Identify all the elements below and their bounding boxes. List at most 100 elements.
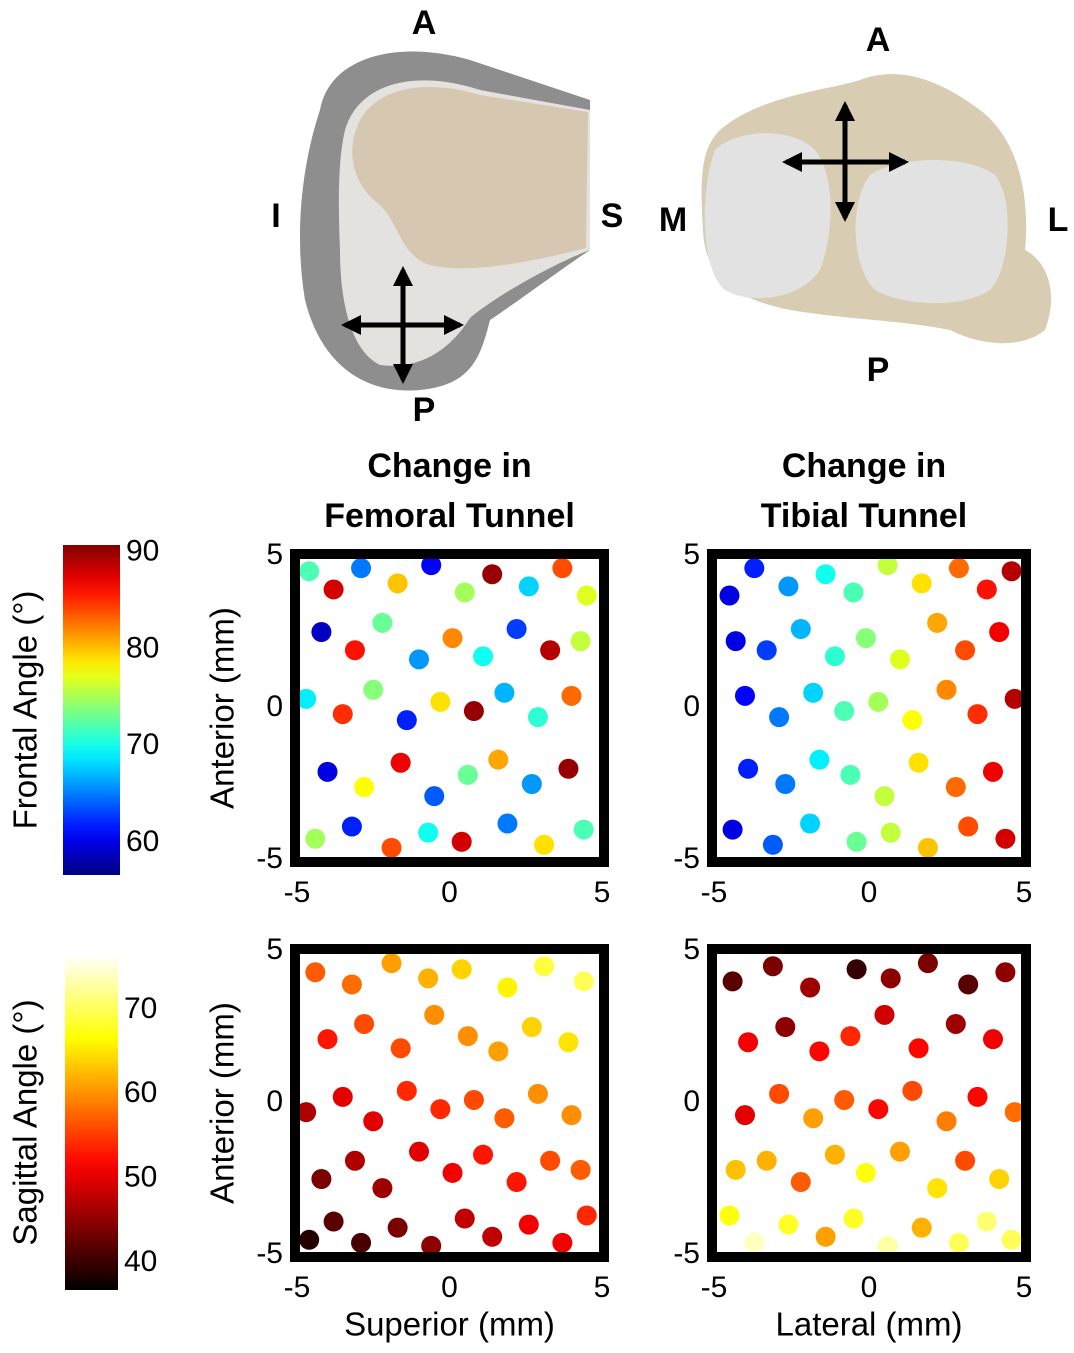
points xyxy=(719,556,1024,858)
point xyxy=(738,1032,759,1053)
point xyxy=(775,1017,796,1037)
point xyxy=(967,1086,988,1107)
x-tick-label: -5 xyxy=(284,1271,311,1304)
point xyxy=(457,1026,478,1047)
y-axis-label: Anterior (mm) xyxy=(204,607,241,809)
point xyxy=(576,585,597,606)
colorbar xyxy=(63,545,120,875)
point xyxy=(418,968,439,989)
point xyxy=(297,1102,317,1123)
point xyxy=(911,1217,932,1238)
point xyxy=(902,710,923,731)
point xyxy=(815,1226,836,1247)
point xyxy=(843,582,864,603)
point xyxy=(868,1099,889,1120)
colorbar-tick-label: 60 xyxy=(124,1076,157,1109)
point xyxy=(735,1105,755,1126)
point xyxy=(824,1144,845,1165)
point xyxy=(976,579,997,600)
point xyxy=(497,813,518,834)
point xyxy=(834,1089,855,1110)
point xyxy=(911,573,932,594)
y-tick-label: 0 xyxy=(683,1085,700,1118)
point xyxy=(722,971,743,992)
point xyxy=(540,640,561,661)
point xyxy=(762,834,783,855)
point xyxy=(877,1235,898,1255)
x-tick-label: 0 xyxy=(861,876,878,909)
points xyxy=(297,953,597,1255)
point xyxy=(390,752,411,773)
y-tick-label: -5 xyxy=(256,1237,283,1270)
point xyxy=(341,974,362,995)
point xyxy=(790,618,811,639)
point xyxy=(902,1080,923,1101)
point xyxy=(534,956,555,977)
point xyxy=(945,1013,966,1034)
point xyxy=(989,622,1010,642)
point xyxy=(790,1172,811,1193)
point xyxy=(558,1032,579,1053)
point xyxy=(756,1150,777,1171)
colorbar-tick-label: 90 xyxy=(126,535,159,568)
point xyxy=(824,646,845,667)
point xyxy=(995,962,1016,983)
point xyxy=(868,691,889,712)
point xyxy=(396,1080,417,1101)
point xyxy=(518,576,539,597)
point xyxy=(778,576,799,597)
point xyxy=(381,837,402,858)
colorbar-tick-label: 60 xyxy=(126,825,159,858)
y-tick-label: 5 xyxy=(683,538,700,571)
y-tick-label: 0 xyxy=(266,1085,283,1118)
point xyxy=(457,764,478,785)
y-tick-label: -5 xyxy=(256,842,283,875)
point xyxy=(323,1211,344,1232)
axes-box xyxy=(707,549,1031,867)
point xyxy=(948,558,969,579)
point xyxy=(409,1141,429,1162)
point xyxy=(738,758,759,779)
point xyxy=(497,977,518,998)
x-tick-label: -5 xyxy=(701,1271,728,1304)
point xyxy=(561,685,582,706)
point xyxy=(800,813,821,834)
anatomy-label: A xyxy=(866,21,891,59)
panel-title: Femoral Tunnel xyxy=(324,497,575,535)
axes-box xyxy=(707,944,1031,1262)
colorbar-tick-label: 80 xyxy=(126,631,159,664)
point xyxy=(396,710,417,731)
point xyxy=(722,819,743,840)
point xyxy=(506,1172,527,1193)
point xyxy=(421,1235,442,1255)
points xyxy=(297,556,597,858)
point xyxy=(482,1226,503,1247)
x-tick-label: -5 xyxy=(284,876,311,909)
point xyxy=(834,701,855,722)
point xyxy=(473,1144,494,1165)
point xyxy=(363,679,384,700)
x-tick-label: -5 xyxy=(701,876,728,909)
point xyxy=(424,786,445,807)
point xyxy=(521,1017,542,1037)
point xyxy=(917,837,938,858)
point xyxy=(890,1141,910,1162)
point xyxy=(769,707,790,728)
point xyxy=(344,640,365,661)
colorbar-tick-label: 50 xyxy=(124,1161,157,1194)
point xyxy=(527,707,548,728)
point xyxy=(299,1229,320,1250)
point xyxy=(390,1038,411,1059)
point xyxy=(311,622,332,642)
point xyxy=(719,1205,740,1226)
point xyxy=(332,1086,353,1107)
point xyxy=(983,761,1003,782)
point xyxy=(855,1162,876,1183)
panel-title: Tibial Tunnel xyxy=(761,497,968,535)
colorbar-label: Sagittal Angle (°) xyxy=(7,999,44,1245)
point xyxy=(552,1232,573,1253)
point xyxy=(494,682,515,703)
point xyxy=(890,649,910,670)
point xyxy=(725,631,746,652)
